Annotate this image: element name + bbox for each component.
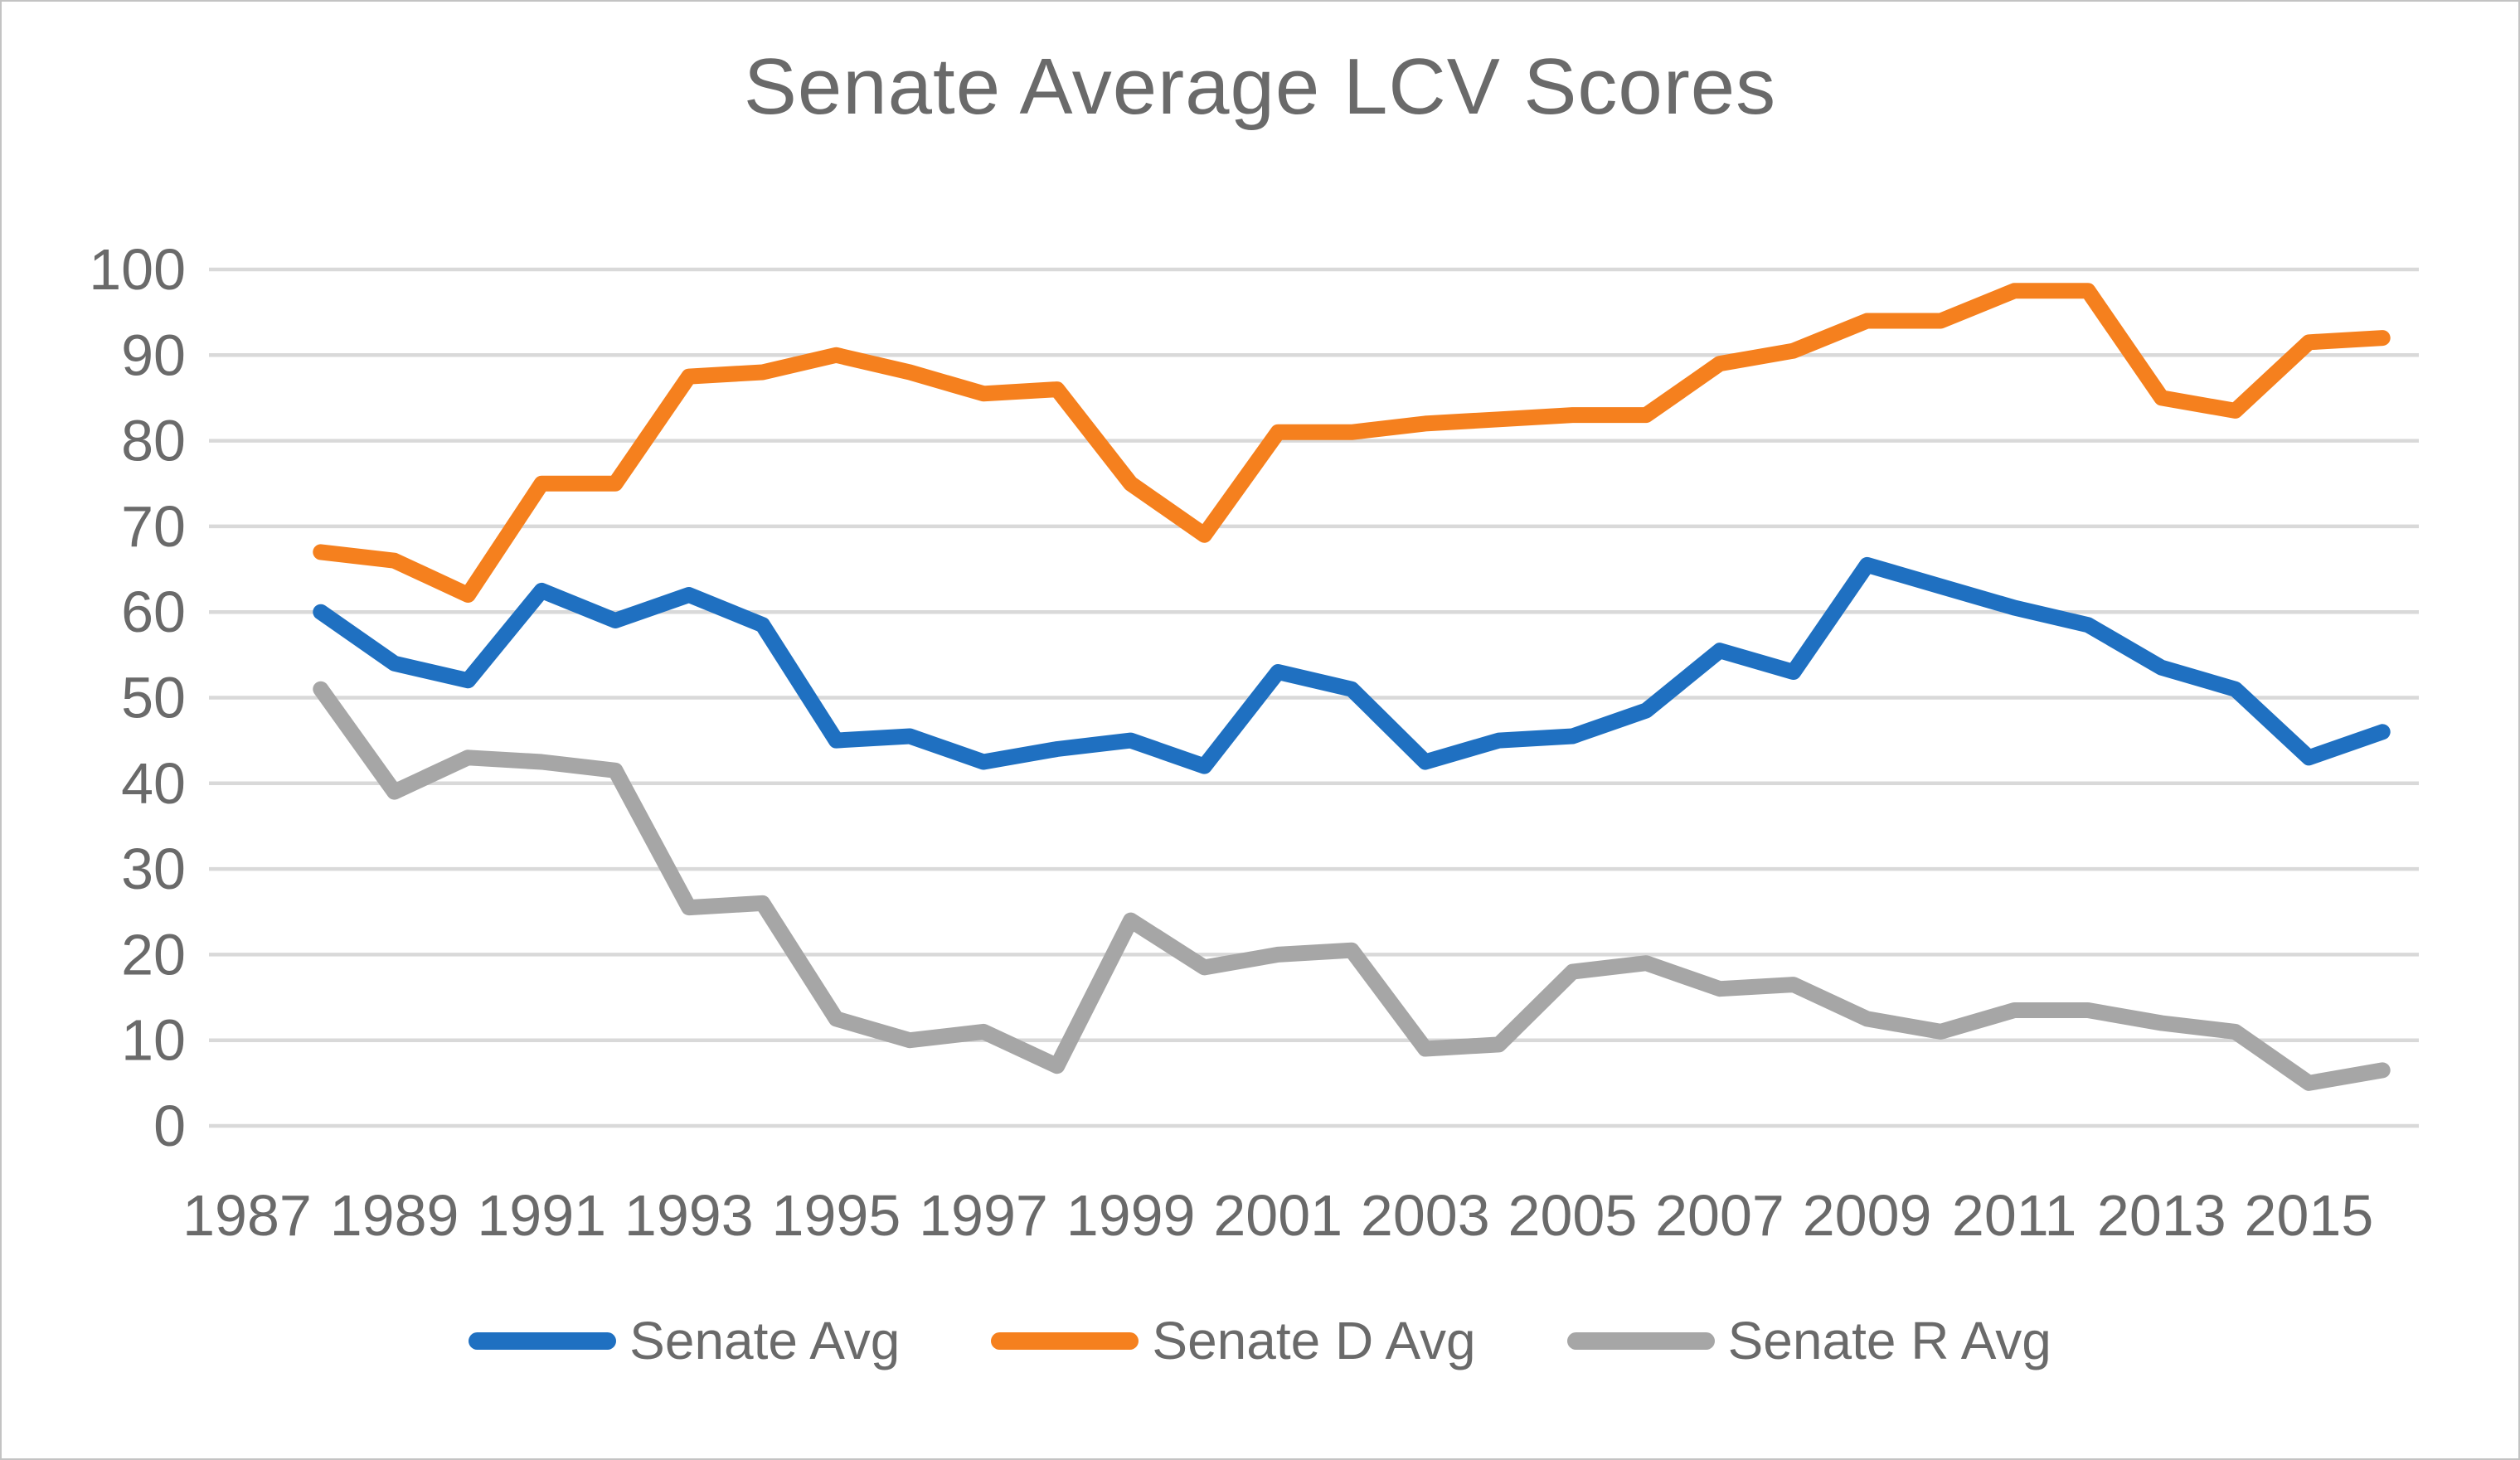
- y-tick-label: 80: [121, 409, 186, 473]
- y-tick-label: 90: [121, 323, 186, 387]
- legend-item-senate-r-avg: Senate R Avg: [1566, 1310, 2051, 1371]
- x-tick-label: 1987: [182, 1183, 312, 1248]
- gridlines: [209, 267, 2419, 1128]
- y-axis-labels: 0 10 20 30 40 50 60 70 80 90 100: [89, 237, 186, 1158]
- x-tick-label: 2015: [2245, 1183, 2374, 1248]
- legend-label-senate-avg: Senate Avg: [629, 1311, 901, 1370]
- legend-item-senate-avg: Senate Avg: [469, 1310, 900, 1371]
- x-tick-label: 2009: [1803, 1183, 1932, 1248]
- x-tick-label: 1989: [330, 1183, 459, 1248]
- series-line-senate-r-avg: [313, 681, 2391, 1091]
- x-tick-label: 2007: [1655, 1183, 1784, 1248]
- x-tick-label: 2001: [1213, 1183, 1343, 1248]
- legend-label-senate-d-avg: Senate D Avg: [1152, 1311, 1476, 1370]
- x-axis-labels: 1987 1989 1991 1993 1995 1997 1999 2001 2003 2005…: [182, 1183, 2373, 1248]
- y-tick-label: 40: [121, 751, 186, 816]
- legend: Senate Avg Senate D Avg Senate R Avg: [2, 1310, 2518, 1371]
- series-line-senate-d-avg: [313, 283, 2391, 603]
- series-line-senate-avg: [313, 556, 2391, 774]
- x-tick-label: 2003: [1361, 1183, 1490, 1248]
- legend-swatch-senate-r-avg: [1566, 1331, 1715, 1350]
- x-tick-label: 1993: [624, 1183, 754, 1248]
- x-tick-label: 1995: [772, 1183, 901, 1248]
- x-tick-label: 1997: [919, 1183, 1048, 1248]
- x-tick-label: 1991: [477, 1183, 606, 1248]
- y-tick-label: 30: [121, 837, 186, 901]
- x-tick-label: 1999: [1066, 1183, 1196, 1248]
- y-tick-label: 0: [153, 1094, 186, 1158]
- legend-swatch-senate-d-avg: [991, 1331, 1139, 1350]
- y-tick-label: 20: [121, 922, 186, 987]
- y-tick-label: 100: [89, 237, 186, 302]
- y-tick-label: 50: [121, 666, 186, 730]
- series-lines: [313, 283, 2391, 1091]
- y-tick-label: 10: [121, 1008, 186, 1073]
- chart-title: Senate Average LCV Scores: [743, 42, 1777, 131]
- y-tick-label: 70: [121, 494, 186, 559]
- legend-label-senate-r-avg: Senate R Avg: [1727, 1311, 2051, 1370]
- y-tick-label: 60: [121, 580, 186, 644]
- x-tick-label: 2005: [1508, 1183, 1638, 1248]
- legend-swatch-senate-avg: [469, 1331, 617, 1350]
- x-tick-label: 2011: [1952, 1183, 2077, 1248]
- legend-item-senate-d-avg: Senate D Avg: [991, 1310, 1476, 1371]
- x-tick-label: 2013: [2097, 1183, 2226, 1248]
